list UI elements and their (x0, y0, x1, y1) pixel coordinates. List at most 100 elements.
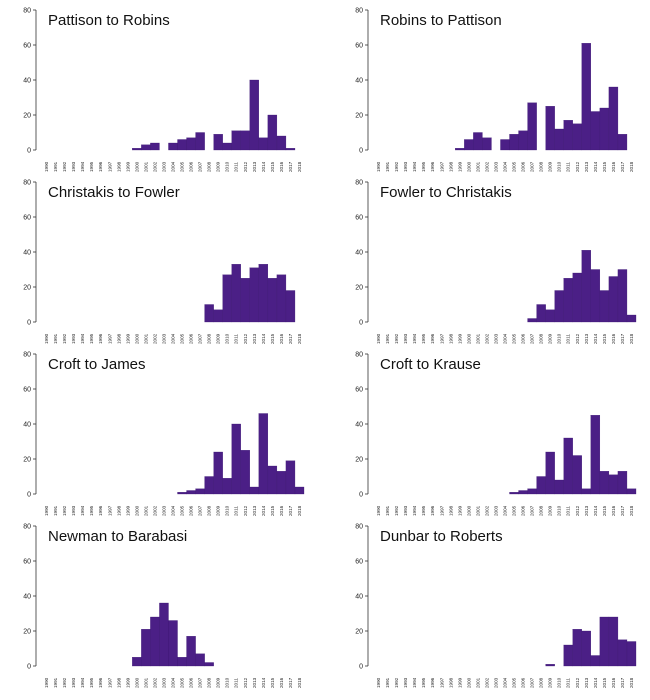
x-tick-label: 1998 (448, 505, 453, 516)
x-tick-label: 2018 (629, 161, 634, 172)
panel-2: 0 20 40 60 80 1990 1991 1992 1993 1994 1995 1996 199… (332, 0, 650, 173)
x-tick-label: 2000 (134, 161, 139, 172)
x-tick-label: 1994 (80, 677, 85, 688)
x-tick-label: 2011 (234, 678, 239, 688)
x-tick-label: 2009 (216, 505, 221, 516)
x-tick-label: 2015 (602, 505, 607, 516)
bar-2005 (509, 134, 519, 151)
x-tick-label: 2009 (216, 677, 221, 688)
bar-2001 (141, 144, 151, 151)
x-tick-label: 2001 (143, 161, 148, 172)
x-tick-label: 2005 (512, 333, 517, 344)
bar-2015 (267, 278, 278, 323)
bar-2005 (509, 492, 519, 495)
bar-2002 (482, 137, 492, 151)
bar-2008 (536, 304, 546, 323)
x-tick-label: 2018 (629, 505, 634, 516)
x-tick-label: 2012 (243, 505, 248, 516)
x-tick-label: 2002 (152, 505, 157, 516)
y-tick-label: 80 (355, 180, 363, 187)
bar-2013 (249, 486, 259, 495)
x-tick-label: 2010 (225, 333, 230, 344)
x-tick-label: 2016 (611, 505, 616, 516)
x-tick-label: 2017 (288, 333, 293, 344)
x-tick-label: 2017 (620, 161, 625, 172)
y-tick-label: 0 (359, 492, 363, 499)
bar-2009 (213, 309, 223, 323)
x-tick-label: 2015 (602, 161, 607, 172)
x-tick-label: 2014 (261, 677, 266, 688)
x-tick-label: 2013 (584, 333, 589, 344)
y-tick-label: 60 (23, 559, 31, 566)
y-tick-label: 80 (355, 352, 363, 359)
bar-2012 (572, 455, 582, 495)
bar-2004 (168, 142, 178, 151)
y-tick-label: 40 (355, 250, 363, 257)
y-tick-label: 20 (355, 113, 363, 120)
x-tick-label: 2009 (548, 161, 553, 172)
x-tick-label: 2011 (566, 506, 571, 516)
x-tick-label: 1994 (412, 677, 417, 688)
bar-2011 (231, 264, 241, 323)
x-tick-label: 2002 (484, 677, 489, 688)
bar-2013 (581, 488, 591, 495)
bar-2013 (581, 43, 591, 151)
y-tick-label: 20 (23, 113, 31, 120)
histogram-svg: 0 20 40 60 80 1990 1991 1992 1993 1994 1995 1996 199… (23, 8, 302, 173)
x-tick-label: 1992 (62, 161, 67, 172)
bar-2013 (581, 250, 591, 323)
x-tick-label: 1994 (80, 161, 85, 172)
x-tick-label: 2011 (566, 162, 571, 172)
panel-title: Newman to Barabasi (48, 528, 188, 545)
y-tick-label: 20 (23, 285, 31, 292)
x-tick-label: 2002 (484, 505, 489, 516)
x-tick-label: 1992 (62, 677, 67, 688)
bar-2015 (599, 290, 610, 323)
x-tick-label: 2000 (466, 161, 471, 172)
bar-2002 (150, 616, 160, 667)
bar-2011 (563, 120, 573, 151)
y-tick-label: 80 (355, 8, 363, 15)
x-tick-label: 1999 (125, 161, 130, 172)
x-tick-label: 2014 (261, 161, 266, 172)
bar-2009 (545, 664, 555, 667)
bar-2000 (132, 657, 142, 667)
x-tick-label: 2008 (539, 161, 544, 172)
x-tick-label: 1996 (430, 161, 435, 172)
x-tick-label: 2000 (134, 677, 139, 688)
x-tick-label: 2004 (171, 505, 176, 516)
x-tick-label: 2005 (180, 333, 185, 344)
x-tick-label: 2002 (484, 161, 489, 172)
x-tick-label: 1998 (116, 505, 121, 516)
bar-2017 (617, 471, 628, 495)
x-tick-label: 2000 (466, 505, 471, 516)
x-tick-label: 1998 (116, 333, 121, 344)
bar-2015 (599, 471, 610, 495)
bar-1999 (455, 148, 465, 151)
x-tick-label: 1996 (430, 677, 435, 688)
panel-title: Pattison to Robins (48, 12, 170, 29)
x-tick-label: 2000 (134, 333, 139, 344)
x-tick-label: 2004 (503, 161, 508, 172)
x-tick-label: 2004 (503, 505, 508, 516)
bar-2006 (518, 130, 528, 151)
x-tick-label: 2001 (475, 677, 480, 688)
x-tick-label: 2006 (189, 161, 194, 172)
x-tick-label: 2004 (171, 161, 176, 172)
x-tick-label: 2016 (611, 333, 616, 344)
x-tick-label: 2014 (261, 505, 266, 516)
x-tick-label: 1998 (448, 161, 453, 172)
bar-2012 (240, 278, 250, 323)
bar-2008 (536, 476, 546, 495)
panel-title: Fowler to Christakis (380, 184, 512, 201)
x-tick-label: 2018 (297, 333, 302, 344)
x-tick-label: 2012 (243, 161, 248, 172)
x-tick-label: 1996 (98, 677, 103, 688)
x-tick-label: 1990 (376, 677, 381, 688)
bar-2017 (617, 269, 628, 323)
histogram-svg: 0 20 40 60 80 1990 1991 1992 1993 1994 1995 1996 199… (23, 524, 302, 689)
bar-2018 (626, 488, 637, 495)
x-tick-label: 2016 (611, 677, 616, 688)
bar-2009 (545, 451, 555, 495)
bar-2010 (554, 128, 564, 151)
